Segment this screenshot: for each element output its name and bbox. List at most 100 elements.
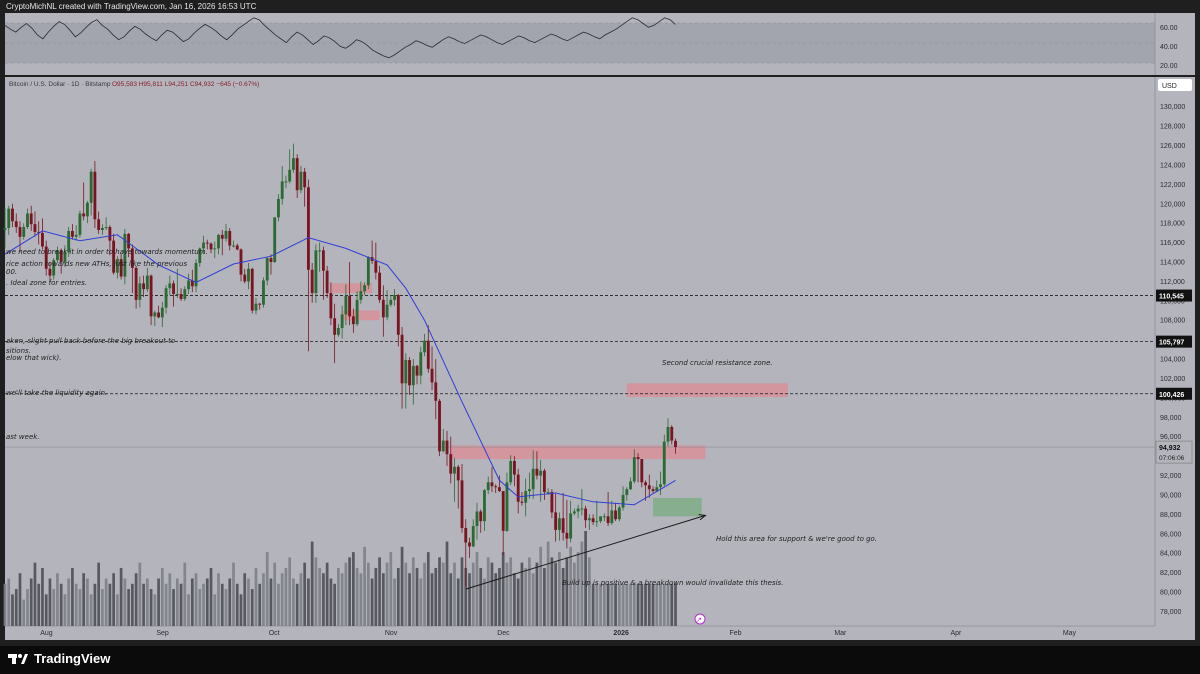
candle [674,440,677,448]
volume-bar [498,567,501,626]
price-chart[interactable]: 60.00 40.00 20.00 130,000 128,000 126,000 124… [0,0,1200,646]
volume-bar [674,583,677,626]
candle [441,440,445,452]
candle [453,466,456,474]
price-tick: 120,000 [1160,201,1185,208]
volume-bar [142,583,145,626]
candle [363,285,367,292]
candle [52,260,56,276]
volume-bar [400,546,404,626]
candle [513,460,516,475]
volume-bar [561,567,565,626]
volume-bar [441,562,445,626]
candle [85,202,89,217]
volume-bar [295,583,299,626]
level-label-bg [1156,387,1192,400]
volume-bar [131,583,134,626]
candle [149,275,153,317]
candle [411,365,415,386]
candle [243,274,247,282]
candle [359,291,363,300]
volume-bar [277,583,280,626]
annotation-6: sitions. [6,347,31,355]
volume-bar [322,573,325,626]
volume-bar [198,589,202,626]
time-tick: May [1063,630,1077,637]
volume-bar [205,578,209,626]
candle [67,230,71,253]
main-pane [5,77,1155,626]
volume-bar [565,557,569,626]
volume-bar [213,594,217,626]
annotation-7: elow that wick). [6,354,61,362]
trendline-group [465,514,707,590]
brand[interactable]: TradingView [8,651,110,666]
volume-bar [254,567,258,626]
volume-bar [490,562,494,626]
time-tick: Sep [156,630,169,637]
volume-bar [108,583,112,626]
volume-bar [340,573,344,626]
candle [460,480,464,528]
currency-badge[interactable] [1158,79,1192,91]
time-tick: Mar [834,630,847,637]
volume-bar [202,583,205,626]
candle [430,368,434,383]
volume-bar [513,573,516,626]
volume-bar [666,583,670,626]
volume-bar [576,552,580,626]
annotation-5: aken, slight pull back before the big br… [6,337,175,345]
volume-bar [63,594,67,626]
volume-bar [438,557,441,626]
volume-bar [385,562,389,626]
volume-bar [37,583,41,626]
candle [265,258,269,281]
candle [340,314,344,329]
candle [280,181,284,199]
level-labels-group: 110,545 105,797 100,426 94,932 07:06:06 [1155,289,1193,464]
candle [509,460,513,483]
annotation-10: Second crucial resistance zone. [662,359,773,367]
rsi-band [5,23,1155,63]
volume-bar [59,583,63,626]
volume-bar [168,573,172,626]
rsi-tick: 20.00 [1160,63,1178,70]
candle [479,511,483,522]
ma-group [4,230,676,506]
price-tick: 108,000 [1160,318,1185,325]
candle [232,245,235,247]
candle [41,232,44,247]
volume-bar [243,573,247,626]
volume-bar [494,573,498,626]
volume-bar [26,589,29,626]
candle [250,268,254,311]
candle [554,512,558,530]
price-tick: 90,000 [1160,492,1182,499]
candle [333,318,337,335]
volume-bar [546,541,550,626]
candle [666,427,670,442]
candle [202,242,205,249]
volume-bar [314,557,318,626]
volume-bar [235,583,239,626]
time-tick: Aug [40,630,53,637]
candle [393,295,396,300]
resistance-zone [330,283,373,294]
volume-bar [104,578,108,626]
candle [228,230,232,246]
price-tick: 88,000 [1160,512,1182,519]
candle [614,510,618,520]
volume-bar [524,567,528,626]
rsi-tick-labels: 60.00 40.00 20.00 [1160,25,1178,70]
price-tick: 102,000 [1160,376,1185,383]
time-tick: 2026 [613,630,629,637]
event-marker-icon[interactable] [694,613,706,625]
volume-bar [175,578,179,626]
price-tick: 110,000 [1160,298,1185,305]
volume-bar [247,578,250,626]
volume-bar [258,583,262,626]
volume-bar [505,562,509,626]
volume-bar [573,562,576,626]
volume-bar [423,562,426,626]
footer-bar: TradingView [0,646,1200,674]
